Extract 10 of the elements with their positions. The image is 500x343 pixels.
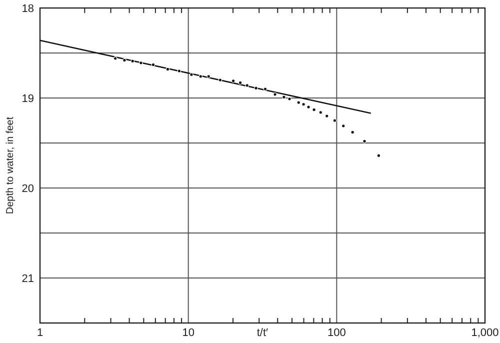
y-axis-title: Depth to water, in feet — [5, 116, 16, 214]
y-tick-label: 18 — [22, 2, 34, 15]
y-tick-label: 20 — [22, 182, 34, 195]
y-tick-label: 19 — [22, 92, 34, 105]
x-tick-label: 1 — [36, 327, 44, 339]
x-tick-label: 1,000 — [471, 327, 499, 339]
x-tick-label: 10 — [182, 327, 194, 339]
x-tick-label: 100 — [327, 327, 346, 339]
x-axis-title: t/t′ — [256, 327, 268, 339]
y-tick-label: 21 — [22, 272, 34, 285]
